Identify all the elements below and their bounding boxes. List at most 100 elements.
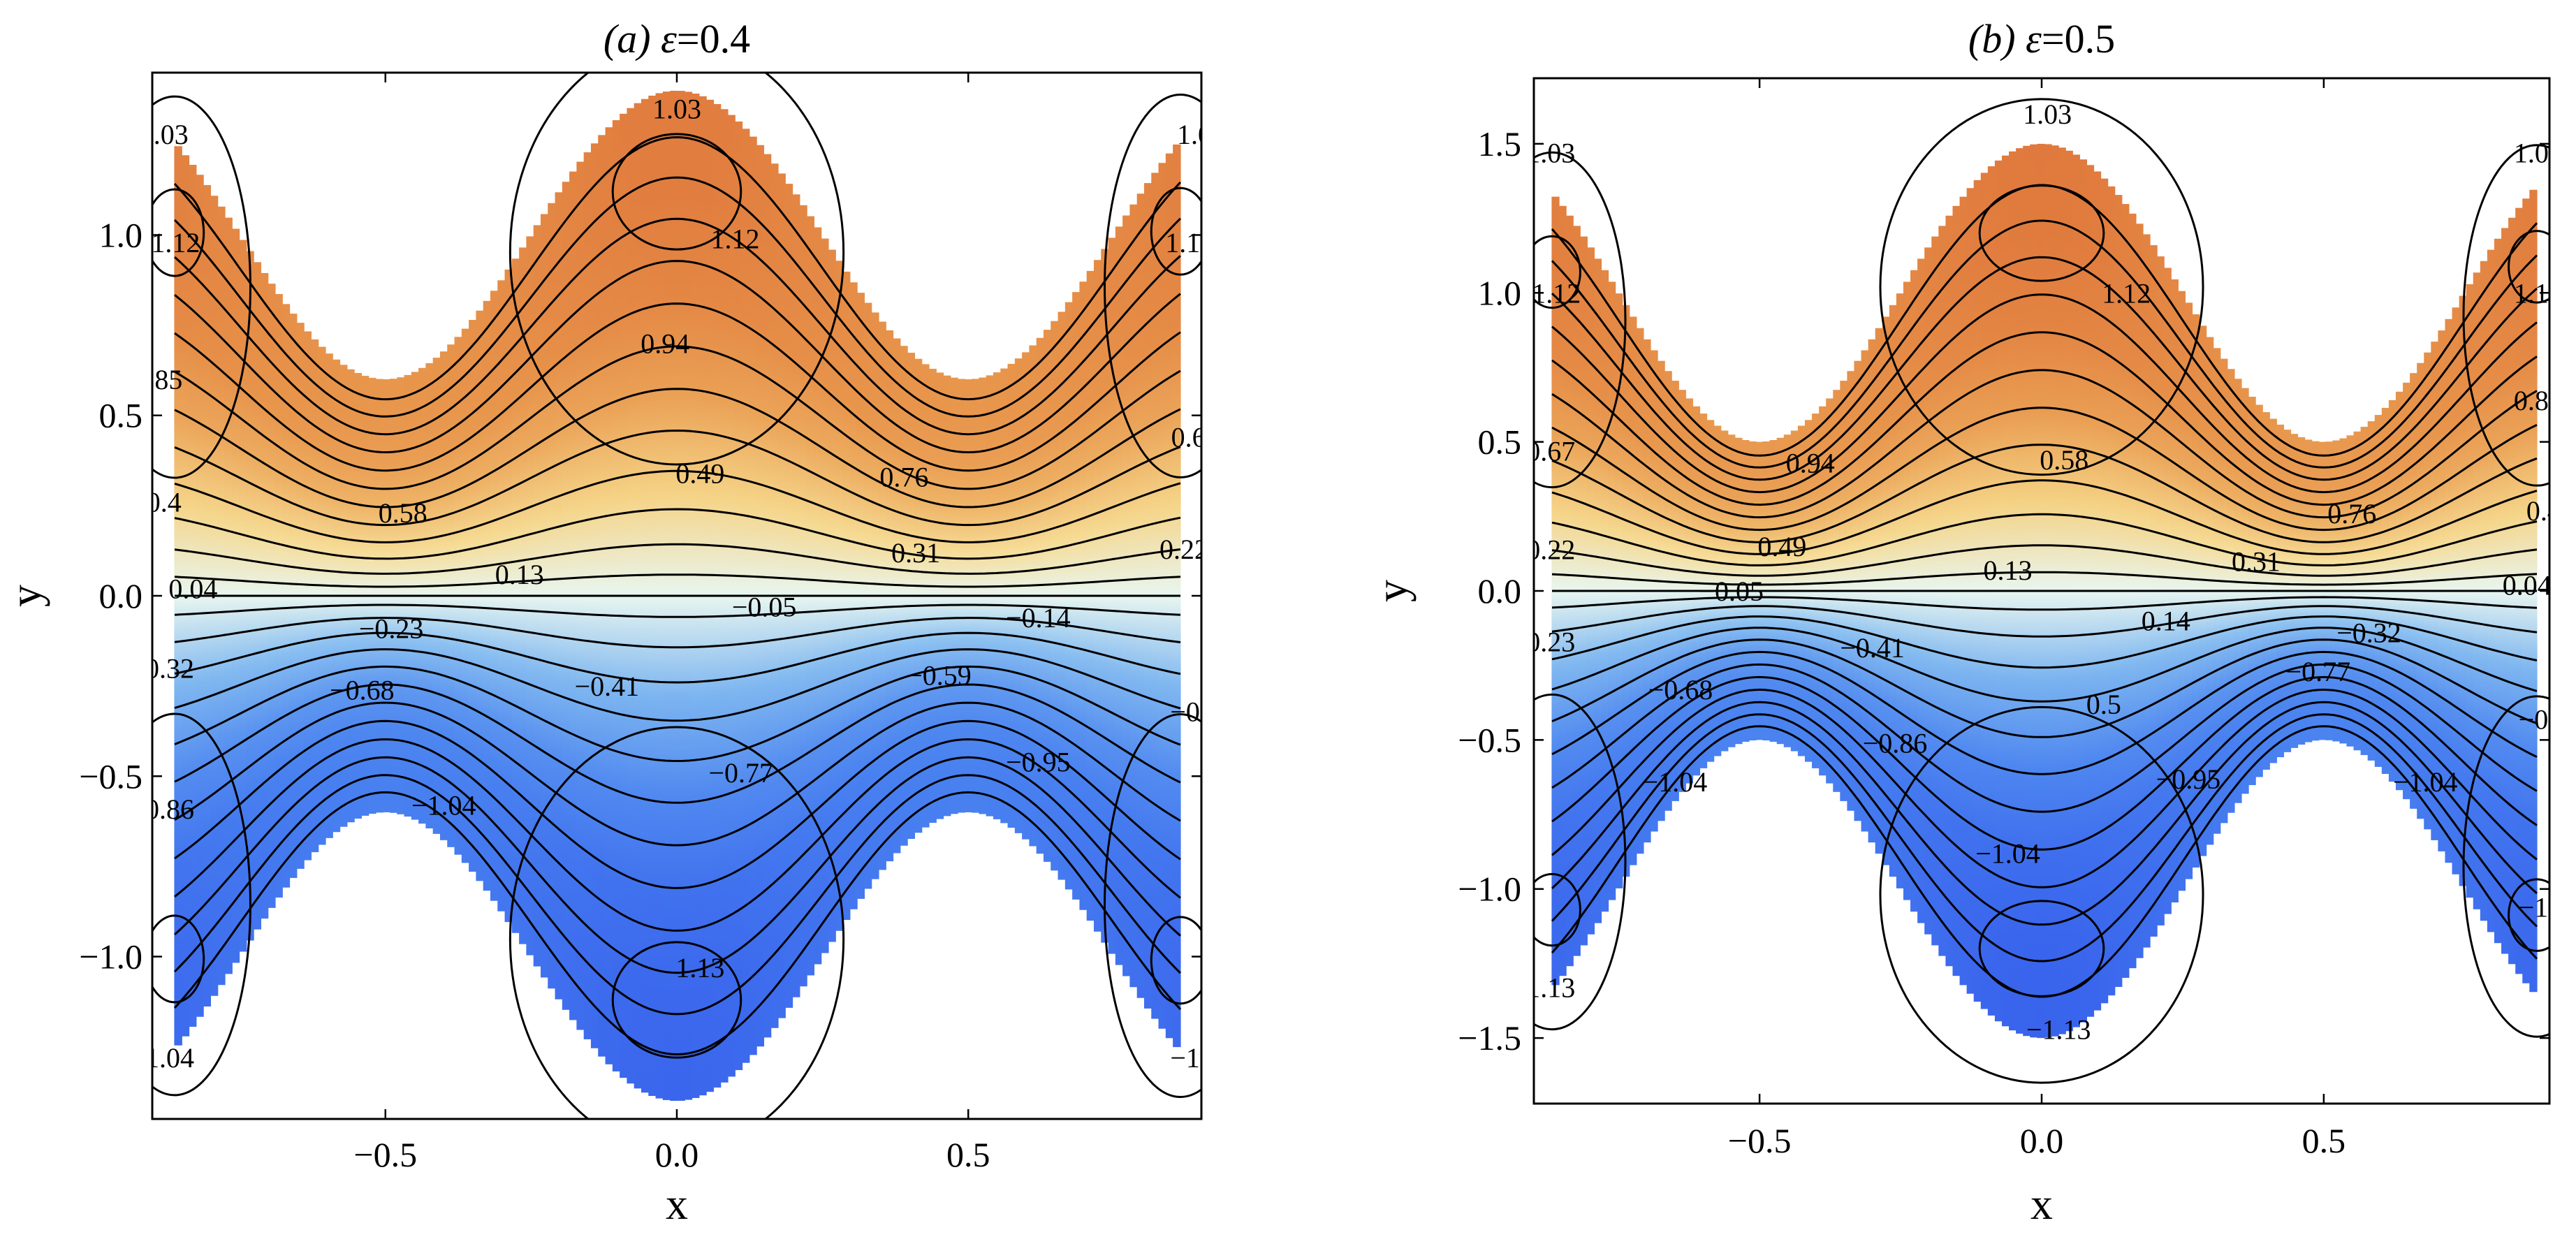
title-var: ε: [2026, 16, 2042, 61]
contour-label: 0.76: [2327, 498, 2376, 529]
contour-loop: [508, 73, 845, 466]
panel-title: (b) ε=0.5: [1968, 16, 2115, 61]
contour-label: −0.32: [2336, 617, 2401, 649]
contour-loop: [1978, 900, 2105, 997]
contour-line: [174, 603, 1181, 618]
contour-line: [1551, 627, 2538, 703]
contour-line: [174, 573, 1181, 588]
contour-loop: [152, 188, 205, 277]
contour-label: −0.5: [1170, 696, 1221, 727]
panel-title: (a) ε=0.4: [603, 16, 750, 61]
panel-b: 1.031.031.031.12 1.12 1.120.850.67 0.94 0.58…: [1367, 16, 2563, 1229]
contour-lines: [152, 73, 1201, 1119]
contour-label: 1.03: [652, 94, 701, 125]
contour-line: [174, 719, 1181, 889]
contour-loop: [1978, 184, 2105, 282]
contour-loop: [1534, 235, 1581, 309]
contour-label: 1.03: [140, 119, 189, 150]
contour-label: −0.14: [1006, 602, 1071, 634]
contour-loop: [611, 133, 742, 251]
contour-line: [174, 738, 1181, 932]
contour-label: 0.32: [145, 652, 194, 684]
contour-label: 0.4: [147, 487, 182, 518]
contour-loop: [1534, 151, 1627, 489]
contour-line: [173, 756, 1182, 974]
contour-label: 1.12: [2102, 277, 2151, 309]
contour-label: 0.94: [641, 328, 689, 359]
contour-line: [1551, 479, 2538, 555]
contour-label: 0.22: [1526, 534, 1575, 565]
y-axis-label: y: [1, 585, 50, 607]
contour-label: −0.86: [1863, 728, 1928, 759]
y-tick-label: −1.0: [79, 937, 142, 976]
contour-line: [174, 345, 1181, 490]
contour-label: 0.67: [1526, 435, 1575, 467]
contour-label: −0.68: [1648, 674, 1713, 705]
contour-loop: [2508, 230, 2549, 304]
contour-line: [174, 388, 1181, 508]
contour-label: 1.03: [2023, 98, 2072, 130]
contour-label: −0.68: [330, 674, 395, 705]
contour-label: 0.23: [1526, 627, 1575, 658]
contour-loop: [1534, 872, 1581, 947]
contour-label: −0.77: [2286, 656, 2351, 687]
title-prefix: (b): [1968, 16, 2026, 61]
x-tick-label: 0.5: [2302, 1121, 2346, 1160]
contour-loop: [152, 712, 251, 1097]
contour-label: 1.12: [710, 224, 759, 255]
contour-loop: [2462, 144, 2549, 487]
contour-line: [174, 543, 1181, 575]
contour-label: 0.58: [2040, 444, 2088, 476]
contour-label: 0.85: [2514, 385, 2563, 416]
contour-line: [174, 429, 1181, 527]
x-tick-label: 0.0: [2020, 1121, 2064, 1160]
contour-label: 1.13: [1526, 972, 1575, 1004]
contour-label: −0.41: [1840, 632, 1905, 664]
contour-loop: [2508, 878, 2549, 952]
y-tick-label: 0.5: [1478, 423, 1522, 462]
contour-label: 0.31: [891, 537, 940, 569]
contour-line: [1551, 713, 2538, 962]
contour-label: −1.0: [1170, 1042, 1221, 1074]
contour-label: −0.59: [907, 660, 972, 691]
title-var: ε: [661, 16, 677, 61]
panel-a: 1.03 1.03 1.03 1.12 1.12 1.12 0.94 0.85 0.67 0.76…: [1, 16, 1226, 1229]
contour-line: [173, 217, 1182, 436]
contour-loop: [1150, 916, 1201, 1005]
contour-line: [173, 136, 1182, 401]
contour-line: [174, 508, 1181, 560]
x-tick-label: 0.0: [655, 1135, 699, 1174]
y-tick-label: −0.5: [79, 756, 142, 796]
contour-label: −0.05: [1699, 576, 1764, 607]
contour-label: 0.04: [168, 573, 217, 605]
contour-label: 1.13: [675, 952, 724, 983]
contour-loop: [611, 941, 742, 1059]
contour-label: 1.12: [2514, 277, 2563, 309]
contour-label: 0.31: [2232, 546, 2281, 577]
y-tick-label: 1.0: [1478, 273, 1522, 312]
contour-label: −1.13: [2026, 1013, 2091, 1045]
contour-line: [174, 260, 1181, 454]
contour-label: 0.58: [379, 497, 427, 529]
contour-label: 0.86: [145, 793, 194, 825]
x-axis-label: x: [2030, 1179, 2053, 1229]
contour-label: 1.12: [1165, 227, 1214, 258]
contour-labels: 1.03 1.03 1.03 1.12 1.12 1.12 0.94 0.85 0.67 0.76…: [140, 94, 1226, 1074]
contour-label: 0.67: [1171, 422, 1220, 453]
contour-line: [174, 631, 1181, 684]
contour-label: 0.49: [675, 458, 724, 489]
contour-label: 1.03: [1177, 119, 1226, 150]
y-tick-label: −1.0: [1458, 870, 1521, 909]
contour-line: [1551, 615, 2538, 669]
y-axis-label: y: [1367, 580, 1417, 602]
contour-label: 0.94: [1786, 448, 1835, 479]
contour-label: 0.4: [2526, 495, 2561, 527]
contour-loop: [1150, 186, 1201, 276]
contour-line: [173, 176, 1182, 418]
y-tick-label: −0.5: [1458, 720, 1521, 759]
contour-line: [174, 683, 1181, 804]
contour-label: −0.95: [1006, 747, 1071, 778]
contour-line: [1551, 688, 2538, 888]
contour-label: 1.04: [145, 1042, 194, 1074]
